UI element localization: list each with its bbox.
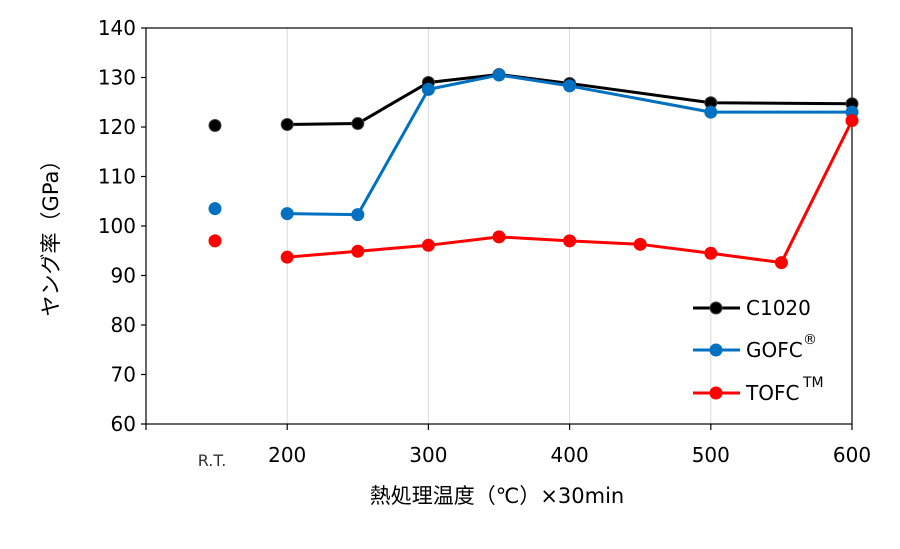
point-gofc-500 <box>704 105 718 119</box>
y-axis-title: ヤング率（GPa） <box>39 150 63 317</box>
legend-marker-tofc <box>709 386 723 400</box>
point-c1020-250 <box>351 117 365 131</box>
plot-frame <box>145 27 853 425</box>
y-tick-label-90: 90 <box>111 264 136 288</box>
point-tofc-550 <box>774 256 788 270</box>
point-tofc-250 <box>351 244 365 258</box>
point-tofc-200 <box>280 250 294 264</box>
point-tofc-300 <box>421 238 435 252</box>
point-gofc-300 <box>421 82 435 96</box>
y-tick-label-80: 80 <box>111 313 136 337</box>
legend-marker-gofc <box>709 343 723 357</box>
point-tofc-rt <box>208 234 222 248</box>
point-tofc-600 <box>845 114 859 128</box>
legend-label-tofc: TOFC <box>745 381 799 405</box>
x-tick-label-500: 500 <box>692 443 730 467</box>
y-tick-label-110: 110 <box>98 165 136 189</box>
point-tofc-400 <box>563 234 577 248</box>
axes <box>141 27 853 430</box>
point-c1020-rt <box>208 119 222 133</box>
x-tick-label-300: 300 <box>409 443 447 467</box>
point-gofc-rt <box>208 202 222 216</box>
legend: C1020 GOFC ® TOFC TM <box>693 296 824 405</box>
legend-label-c1020: C1020 <box>746 296 811 320</box>
legend-sup-gofc: ® <box>803 332 817 348</box>
point-gofc-350 <box>492 68 506 82</box>
x-tick-labels: 200 300 400 500 600 R.T. <box>198 443 871 470</box>
point-gofc-200 <box>280 207 294 221</box>
point-gofc-400 <box>563 79 577 93</box>
plot-series <box>208 68 859 270</box>
y-tick-label-140: 140 <box>98 16 136 40</box>
point-gofc-250 <box>351 208 365 222</box>
x-tick-label-rt: R.T. <box>198 451 227 470</box>
legend-sup-tofc: TM <box>802 375 824 391</box>
legend-marker-c1020 <box>709 301 723 315</box>
y-tick-label-130: 130 <box>98 66 136 90</box>
y-tick-label-120: 120 <box>98 115 136 139</box>
point-tofc-500 <box>704 246 718 260</box>
point-tofc-350 <box>492 230 506 244</box>
y-tick-label-70: 70 <box>111 363 136 387</box>
x-tick-label-200: 200 <box>268 443 306 467</box>
x-tick-label-600: 600 <box>833 443 871 467</box>
legend-label-gofc: GOFC <box>746 338 803 362</box>
point-tofc-450 <box>633 237 647 251</box>
y-tick-label-100: 100 <box>98 214 136 238</box>
y-tick-labels: 60 70 80 90 100 110 120 130 140 <box>98 16 136 436</box>
x-axis-title: 熱処理温度（℃）×30min <box>370 484 625 508</box>
y-tick-label-60: 60 <box>111 412 136 436</box>
point-c1020-200 <box>280 118 294 132</box>
x-tick-label-400: 400 <box>551 443 589 467</box>
